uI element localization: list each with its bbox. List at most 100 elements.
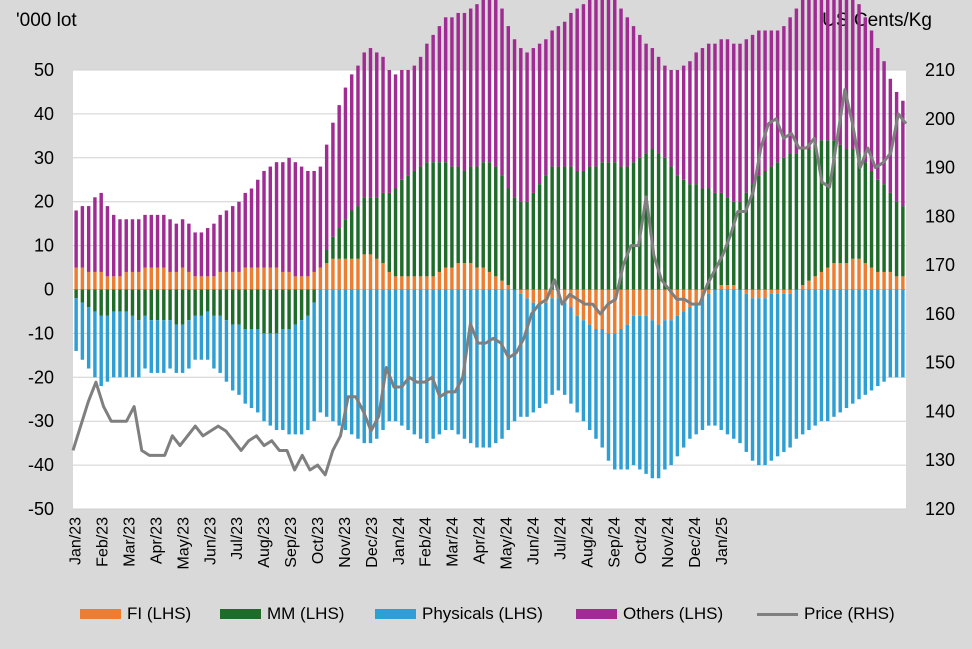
bar-mm	[675, 175, 680, 290]
bar-oth	[230, 206, 235, 272]
left-tick-label: 50	[34, 60, 54, 80]
bar-mm	[775, 162, 780, 290]
bar-oth	[318, 166, 323, 268]
bar-phys	[356, 289, 360, 439]
bar-mm	[819, 140, 824, 272]
bar-mm	[412, 170, 417, 277]
bar-oth	[800, 0, 805, 150]
bar-mm	[293, 289, 298, 325]
bar-oth	[362, 52, 366, 198]
bar-oth	[506, 26, 511, 189]
bar-mm	[794, 153, 799, 290]
bar-mm	[187, 289, 191, 321]
bar-oth	[381, 56, 385, 193]
bar-fi	[744, 289, 749, 294]
left-tick-label: 0	[44, 280, 54, 300]
bar-mm	[494, 166, 498, 277]
bar-fi	[675, 289, 680, 316]
bar-oth	[306, 170, 310, 277]
legend-swatch-others	[576, 609, 617, 619]
bar-mm	[844, 149, 849, 264]
bar-mm	[274, 289, 279, 334]
x-tick-label: Feb/24	[418, 517, 435, 567]
x-tick-label: Sep/24	[606, 517, 623, 568]
legend-swatch-mm	[220, 609, 261, 619]
bar-oth	[93, 197, 97, 272]
bar-mm	[287, 289, 291, 330]
bar-phys	[437, 289, 442, 435]
bar-mm	[544, 175, 548, 290]
bar-fi	[356, 258, 360, 290]
bar-oth	[669, 70, 673, 167]
bar-oth	[400, 70, 404, 180]
x-tick-label: Oct/24	[633, 517, 650, 564]
bar-phys	[782, 293, 786, 452]
bar-mm	[155, 289, 160, 321]
bar-fi	[725, 285, 730, 290]
bar-oth	[606, 0, 611, 163]
bar-mm	[368, 197, 373, 255]
bar-mm	[162, 289, 166, 321]
bar-oth	[519, 48, 523, 202]
bar-fi	[306, 276, 310, 290]
bar-mm	[149, 289, 154, 321]
bar-phys	[807, 289, 811, 430]
bar-fi	[362, 254, 366, 290]
bar-oth	[337, 105, 341, 229]
bar-fi	[393, 276, 398, 290]
bar-phys	[168, 320, 172, 369]
right-tick-label: 170	[925, 255, 955, 275]
bar-oth	[625, 17, 630, 167]
bar-phys	[237, 324, 241, 395]
bar-oth	[268, 166, 273, 268]
x-axis-ticks: Jan/23 Feb/23 Mar/23 Apr/23 May/23 Jun/23 Jul/…	[68, 517, 731, 570]
bar-oth	[412, 65, 417, 171]
bar-fi	[118, 276, 122, 290]
bar-fi	[437, 271, 442, 290]
bar-phys	[706, 293, 711, 426]
bar-phys	[387, 289, 392, 422]
bar-mm	[256, 289, 260, 330]
bar-fi	[249, 267, 254, 290]
bar-oth	[819, 0, 824, 141]
bar-mm	[312, 289, 316, 303]
legend-swatch-fi	[80, 609, 121, 619]
bar-mm	[299, 289, 304, 321]
bar-phys	[531, 302, 536, 413]
bar-phys	[775, 293, 780, 457]
bar-mm	[487, 162, 492, 272]
bar-oth	[349, 74, 354, 211]
bar-mm	[575, 170, 579, 290]
bar-mm	[706, 188, 711, 290]
bar-phys	[199, 315, 204, 360]
bar-mm	[838, 144, 842, 264]
bar-fi	[569, 289, 573, 308]
bar-phys	[312, 302, 316, 422]
bar-fi	[425, 276, 429, 290]
legend-item-others: Others (LHS)	[576, 604, 723, 624]
bar-mm	[393, 188, 398, 277]
bar-mm	[719, 192, 723, 286]
bar-mm	[450, 166, 454, 268]
bar-fi	[575, 289, 579, 316]
bar-oth	[249, 188, 254, 268]
bar-oth	[224, 210, 229, 272]
bar-fi	[199, 276, 204, 290]
bar-mm	[418, 166, 423, 277]
bar-mm	[851, 149, 855, 259]
bar-phys	[713, 289, 717, 426]
bar-phys	[293, 324, 298, 435]
bar-mm	[613, 162, 617, 290]
bar-oth	[475, 4, 479, 167]
bar-fi	[857, 258, 861, 290]
bar-fi	[619, 289, 623, 330]
legend-label-price: Price (RHS)	[804, 604, 895, 623]
bar-fi	[537, 289, 542, 303]
bar-phys	[180, 324, 185, 373]
bar-mm	[174, 289, 179, 325]
bar-oth	[775, 30, 780, 163]
bar-fi	[412, 276, 417, 290]
bar-mm	[281, 289, 285, 330]
x-tick-label: Jan/25	[714, 517, 731, 565]
bar-mm	[343, 219, 348, 259]
